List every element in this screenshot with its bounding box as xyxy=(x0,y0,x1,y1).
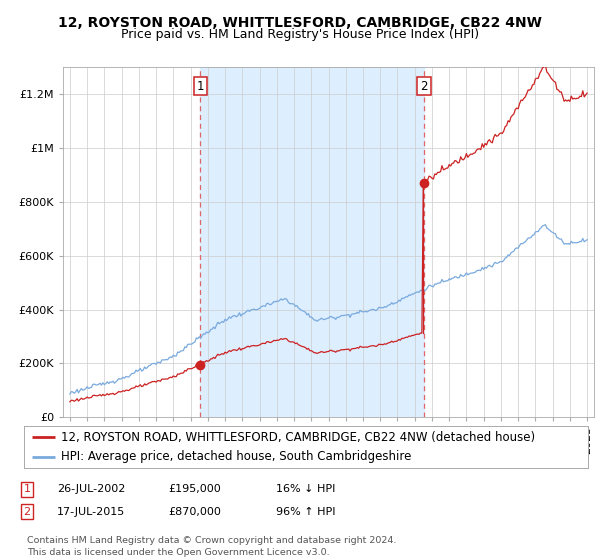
Text: £195,000: £195,000 xyxy=(168,484,221,494)
Text: 1: 1 xyxy=(23,484,31,494)
Bar xyxy=(200,67,424,417)
Text: 1: 1 xyxy=(196,80,204,92)
Text: 16% ↓ HPI: 16% ↓ HPI xyxy=(276,484,335,494)
Text: 26-JUL-2002: 26-JUL-2002 xyxy=(57,484,125,494)
Text: 96% ↑ HPI: 96% ↑ HPI xyxy=(276,507,335,517)
Text: 12, ROYSTON ROAD, WHITTLESFORD, CAMBRIDGE, CB22 4NW (detached house): 12, ROYSTON ROAD, WHITTLESFORD, CAMBRIDG… xyxy=(61,431,535,444)
Text: 12, ROYSTON ROAD, WHITTLESFORD, CAMBRIDGE, CB22 4NW: 12, ROYSTON ROAD, WHITTLESFORD, CAMBRIDG… xyxy=(58,16,542,30)
Text: Price paid vs. HM Land Registry's House Price Index (HPI): Price paid vs. HM Land Registry's House … xyxy=(121,28,479,41)
Text: 2: 2 xyxy=(420,80,428,92)
Text: 2: 2 xyxy=(23,507,31,517)
Text: 17-JUL-2015: 17-JUL-2015 xyxy=(57,507,125,517)
Text: £870,000: £870,000 xyxy=(168,507,221,517)
Text: HPI: Average price, detached house, South Cambridgeshire: HPI: Average price, detached house, Sout… xyxy=(61,450,411,463)
Text: Contains HM Land Registry data © Crown copyright and database right 2024.
This d: Contains HM Land Registry data © Crown c… xyxy=(27,536,397,557)
